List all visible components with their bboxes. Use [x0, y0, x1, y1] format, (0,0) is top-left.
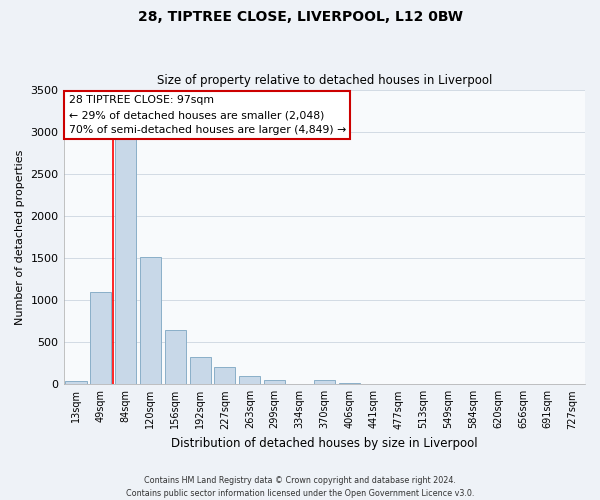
Text: 28, TIPTREE CLOSE, LIVERPOOL, L12 0BW: 28, TIPTREE CLOSE, LIVERPOOL, L12 0BW: [137, 10, 463, 24]
Bar: [239, 376, 260, 384]
Bar: [140, 257, 161, 384]
Y-axis label: Number of detached properties: Number of detached properties: [15, 149, 25, 324]
Bar: [190, 356, 211, 384]
Title: Size of property relative to detached houses in Liverpool: Size of property relative to detached ho…: [157, 74, 492, 87]
Bar: [165, 330, 186, 384]
X-axis label: Distribution of detached houses by size in Liverpool: Distribution of detached houses by size …: [171, 437, 478, 450]
Text: Contains HM Land Registry data © Crown copyright and database right 2024.
Contai: Contains HM Land Registry data © Crown c…: [126, 476, 474, 498]
Text: 28 TIPTREE CLOSE: 97sqm
← 29% of detached houses are smaller (2,048)
70% of semi: 28 TIPTREE CLOSE: 97sqm ← 29% of detache…: [69, 96, 346, 135]
Bar: [264, 380, 285, 384]
Bar: [338, 383, 359, 384]
Bar: [65, 381, 86, 384]
Bar: [314, 380, 335, 384]
Bar: [214, 368, 235, 384]
Bar: [90, 292, 112, 384]
Bar: [115, 136, 136, 384]
